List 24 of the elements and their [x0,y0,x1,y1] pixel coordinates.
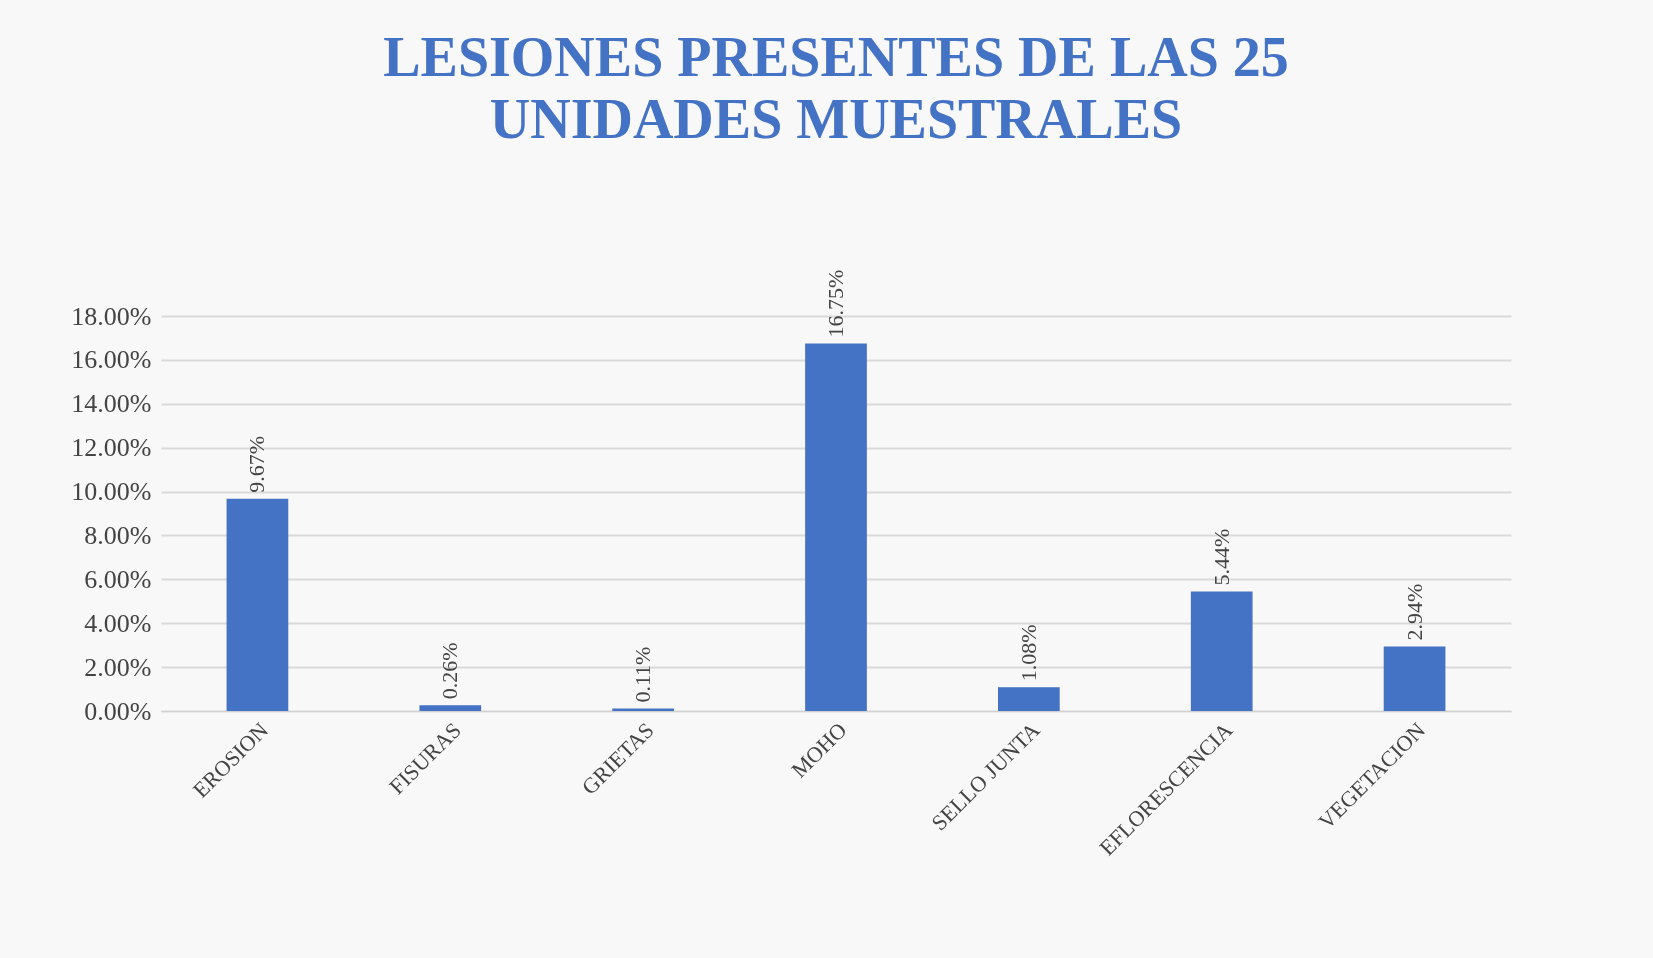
y-tick-label: 2.00% [84,652,152,682]
y-tick-label: 16.00% [71,345,152,375]
bar [226,498,289,711]
bar [1190,591,1253,711]
y-tick-label: 0.00% [84,696,152,726]
chart-title: LESIONES PRESENTES DE LAS 25 UNIDADES MUESTRALES [383,25,1289,150]
y-tick-label: 8.00% [84,520,152,550]
data-label: 2.94% [1401,583,1427,641]
y-tick-label: 14.00% [71,389,152,419]
bar [998,687,1060,711]
data-label: 16.75% [823,269,848,338]
y-tick-label: 10.00% [71,477,152,507]
data-label: 5.44% [1208,528,1234,586]
bar [1383,646,1446,711]
data-label: 9.67% [244,435,270,493]
bar [419,705,482,711]
y-tick-label: 6.00% [84,564,152,594]
data-label: 0.11% [630,646,656,703]
y-tick-label: 18.00% [71,301,152,331]
y-tick-label: 4.00% [84,608,152,638]
bar [805,343,867,711]
data-label: 1.08% [1015,624,1041,682]
y-tick-label: 12.00% [71,433,152,463]
data-label: 0.26% [437,642,463,700]
